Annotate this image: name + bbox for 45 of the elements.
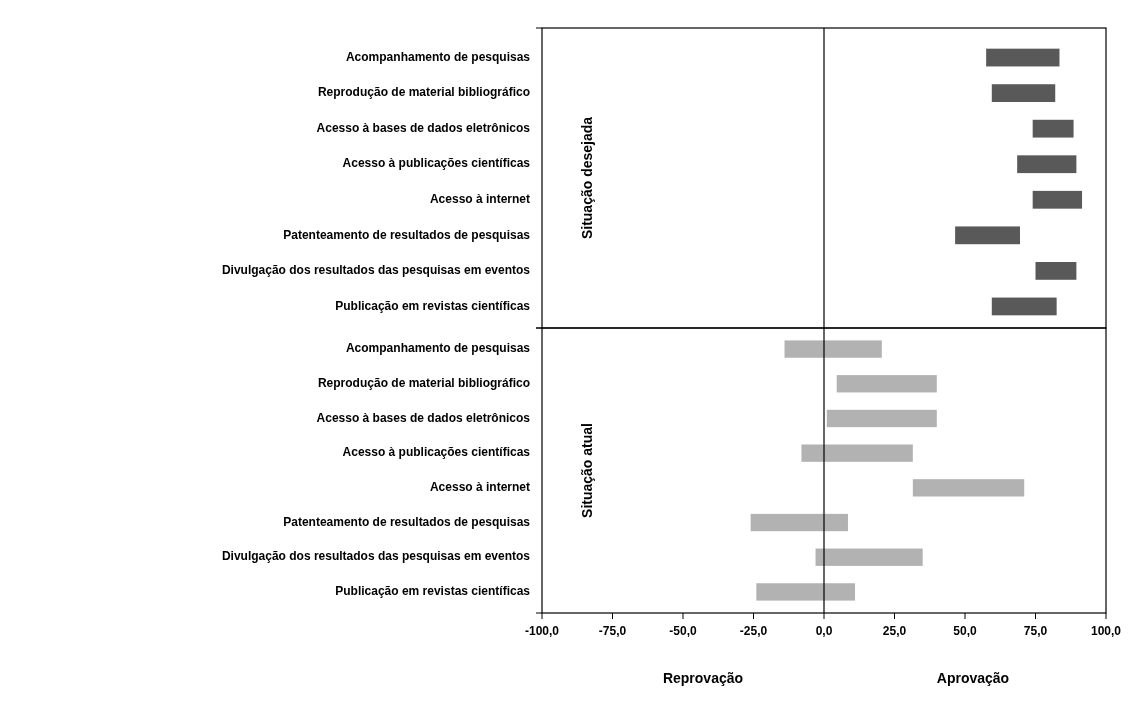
x-tick-label: 100,0 bbox=[1090, 624, 1122, 638]
y-tick-label: Divulgação dos resultados das pesquisas em eventos bbox=[221, 263, 531, 278]
bar bbox=[750, 513, 848, 532]
bar bbox=[815, 548, 923, 566]
bar bbox=[955, 226, 1020, 245]
x-tick-label: -25,0 bbox=[739, 624, 768, 638]
bar bbox=[836, 375, 937, 393]
y-tick-label: Publicação em revistas científicas bbox=[335, 584, 531, 599]
y-tick-label: Acompanhamento de pesquisas bbox=[345, 341, 531, 356]
y-tick-label: Acesso à bases de dados eletrônicos bbox=[316, 120, 531, 135]
bar bbox=[756, 583, 856, 601]
y-tick-label: Publicação em revistas científicas bbox=[335, 298, 531, 313]
x-tick-label: -100,0 bbox=[524, 624, 560, 638]
y-tick-label: Acompanhamento de pesquisas bbox=[345, 49, 531, 64]
y-axis-title: Situação desejada bbox=[578, 116, 595, 240]
bar bbox=[801, 444, 913, 462]
text: Reprovação bbox=[662, 670, 744, 686]
bar bbox=[1017, 155, 1077, 174]
y-axis-title: Situação atual bbox=[578, 423, 595, 518]
x-tick-label: 0,0 bbox=[815, 624, 833, 638]
bar bbox=[991, 84, 1056, 102]
y-tick-label: Acesso à bases de dados eletrônicos bbox=[316, 410, 531, 425]
text: Aprovação bbox=[936, 670, 1010, 686]
x-tick-label: 75,0 bbox=[1023, 624, 1048, 638]
bar bbox=[986, 48, 1060, 67]
bar bbox=[1032, 119, 1074, 138]
bar bbox=[1032, 190, 1083, 209]
x-tick-label: 50,0 bbox=[953, 624, 977, 638]
bar bbox=[1035, 262, 1077, 280]
x-tick-label: 25,0 bbox=[882, 624, 907, 638]
bar bbox=[912, 479, 1025, 497]
y-tick-label: Patenteamento de resultados de pesquisas bbox=[283, 227, 531, 242]
y-tick-label: Acesso à internet bbox=[429, 480, 530, 495]
y-tick-label: Acesso à internet bbox=[429, 191, 530, 206]
y-tick-label: Acesso à publicações científicas bbox=[342, 445, 531, 460]
y-tick-label: Acesso à publicações científicas bbox=[342, 156, 531, 171]
bar bbox=[991, 297, 1057, 316]
bar bbox=[784, 340, 882, 358]
y-tick-label: Divulgação dos resultados das pesquisas em eventos bbox=[221, 549, 531, 564]
y-tick-label: Patenteamento de resultados de pesquisas bbox=[283, 514, 531, 529]
bar bbox=[826, 409, 937, 428]
y-tick-label: Reprodução de material bibliográfico bbox=[317, 375, 530, 390]
y-tick-label: Reprodução de material bibliográfico bbox=[317, 85, 530, 100]
x-tick-label: -75,0 bbox=[598, 624, 627, 638]
x-tick-label: -50,0 bbox=[669, 624, 697, 638]
